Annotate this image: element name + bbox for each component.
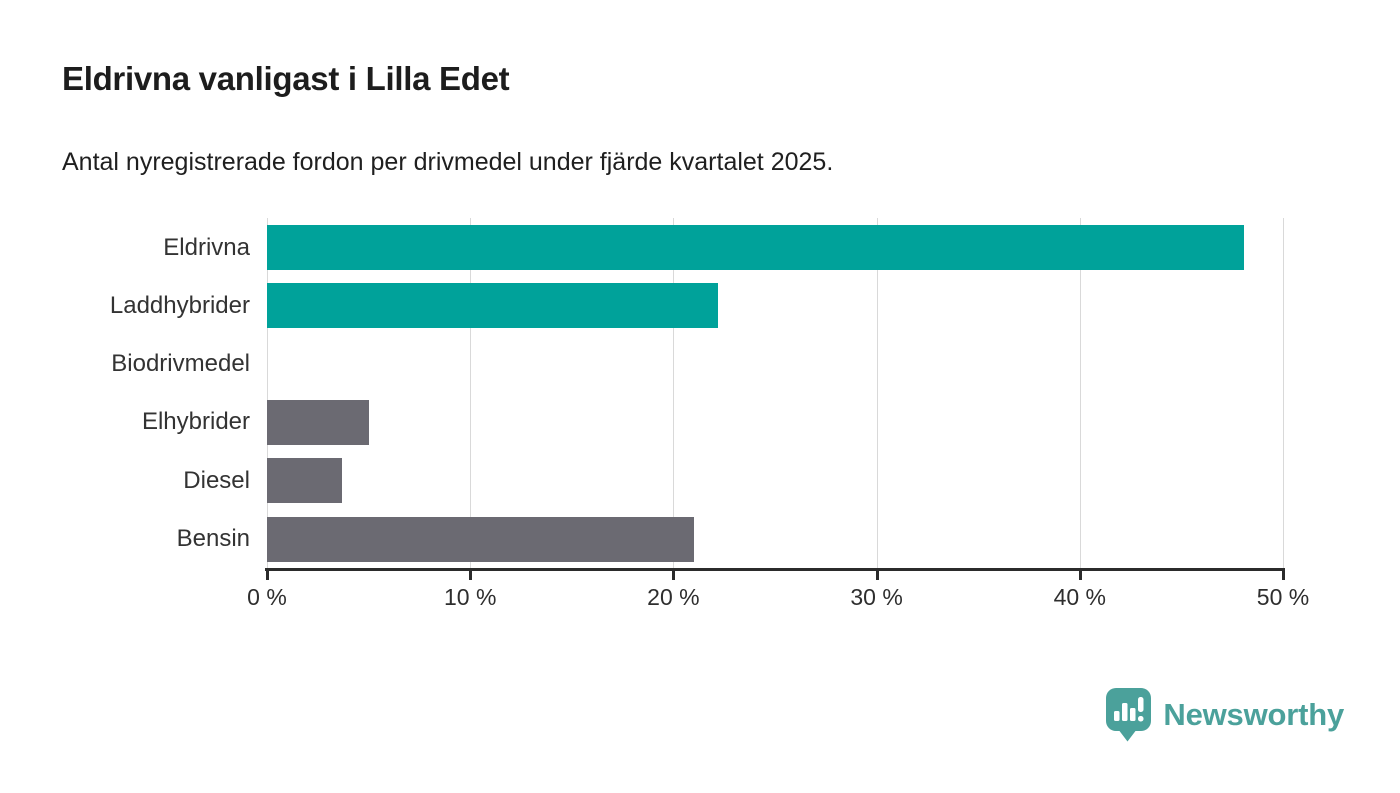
category-label-biodrivmedel: Biodrivmedel (111, 350, 250, 378)
x-axis-tick-label: 30 % (850, 584, 903, 610)
x-axis-tick-label: 20 % (647, 584, 700, 610)
bar-laddhybrider (267, 283, 719, 329)
newsworthy-logo: Newsworthy (1105, 687, 1344, 743)
bar-elhybrider (267, 399, 369, 445)
x-axis-tick (266, 571, 269, 580)
gridline (1079, 218, 1081, 568)
x-axis-tick-label: 0 % (247, 584, 287, 610)
x-axis-tick (469, 571, 473, 580)
newsworthy-logo-icon (1106, 688, 1152, 742)
x-axis-tick (1078, 571, 1082, 580)
bar-bensin (267, 516, 694, 562)
x-axis-tick-label: 40 % (1053, 584, 1107, 610)
x-axis-tick-label: 10 % (443, 584, 497, 610)
category-label-elhybrider: Elhybrider (141, 408, 250, 436)
x-axis-line (265, 568, 1285, 571)
bar-chart-plot-area (267, 218, 1284, 568)
gridline (1283, 218, 1284, 568)
gridline (267, 218, 268, 568)
category-label-laddhybrider: Laddhybrider (109, 291, 250, 319)
x-axis-tick (672, 571, 676, 580)
x-axis-tick (1282, 571, 1285, 580)
bar-diesel (267, 458, 343, 504)
gridline (470, 218, 472, 568)
category-label-eldrivna: Eldrivna (163, 233, 250, 261)
category-label-bensin: Bensin (176, 525, 250, 553)
x-axis-tick (875, 571, 879, 580)
category-label-diesel: Diesel (183, 466, 250, 494)
chart-title: Eldrivna vanligast i Lilla Edet (62, 60, 510, 97)
bar-eldrivna (267, 225, 1245, 270)
chart-subtitle: Antal nyregistrerade fordon per drivmede… (62, 148, 834, 176)
x-axis-tick-label: 50 % (1256, 584, 1310, 610)
gridline (876, 218, 878, 568)
newsworthy-logo-text: Newsworthy (1163, 697, 1344, 732)
gridline (673, 218, 675, 568)
